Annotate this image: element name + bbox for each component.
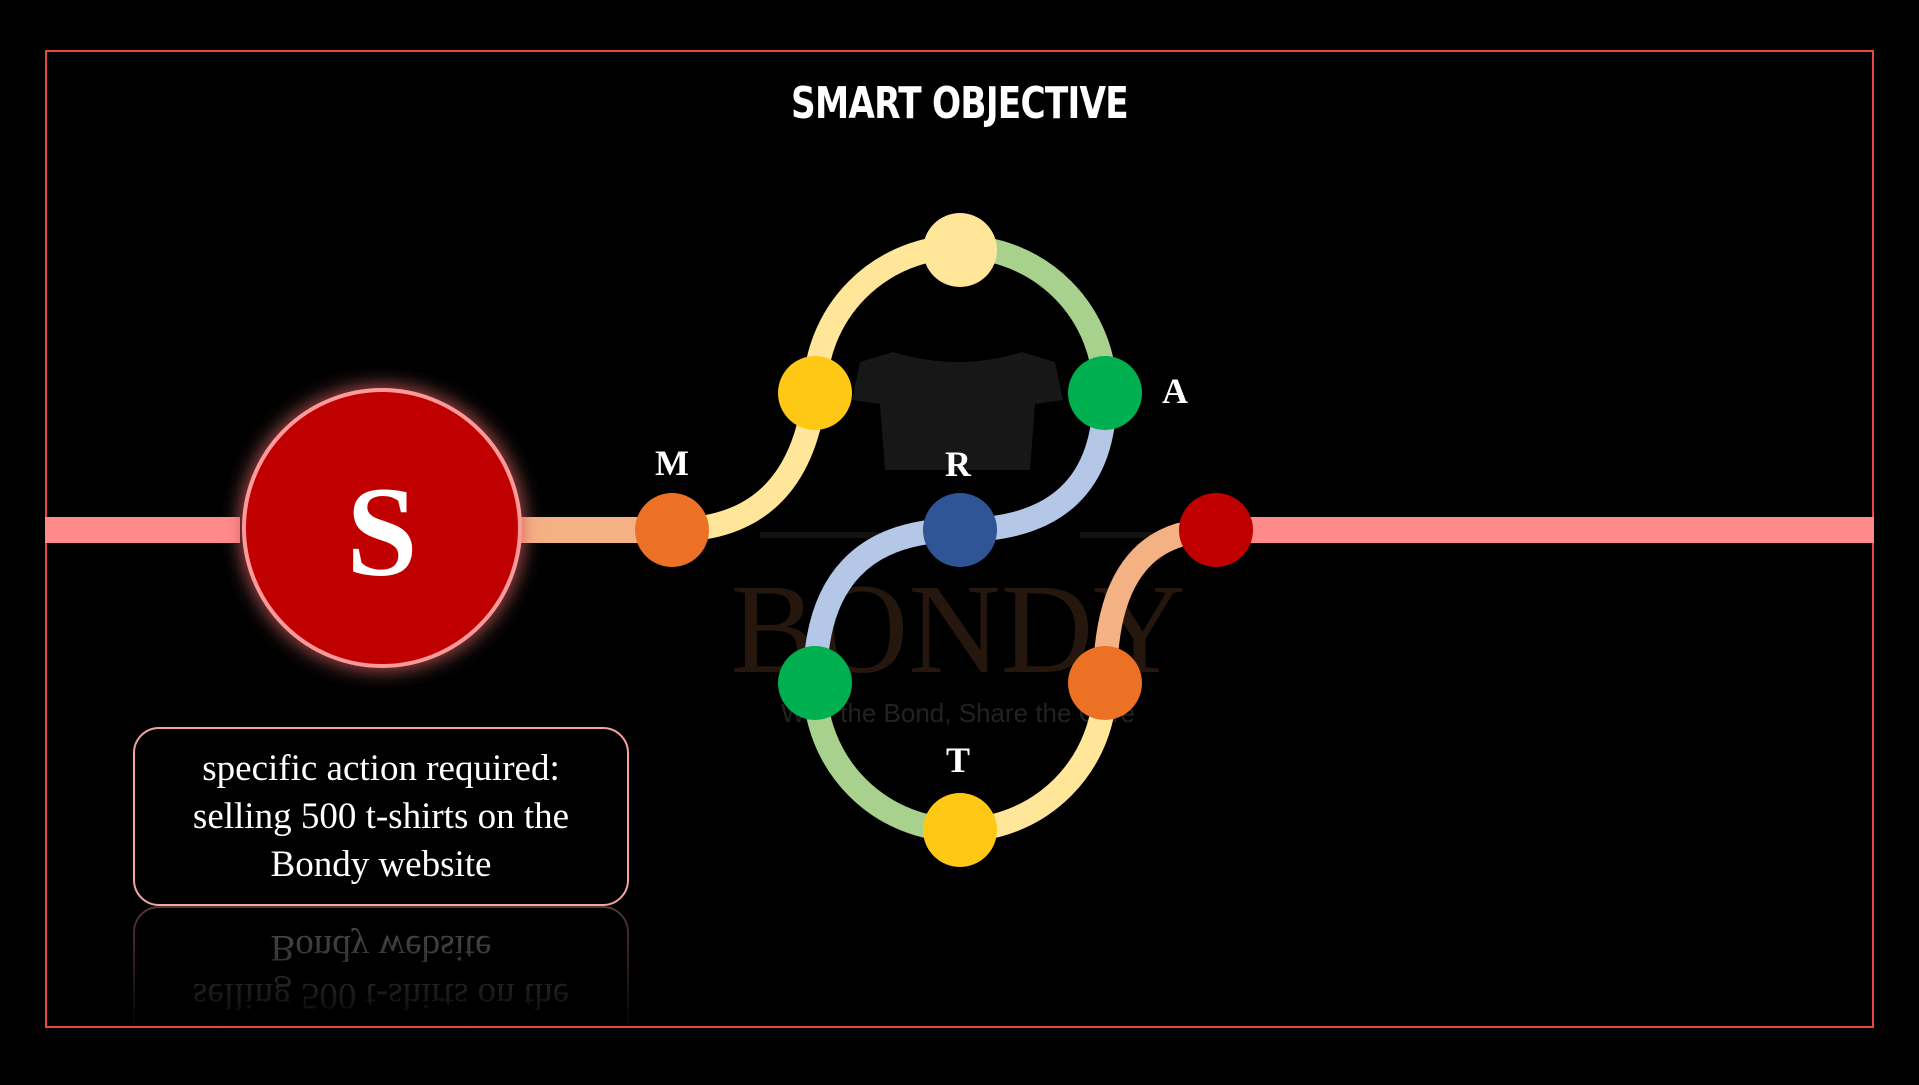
reflection-line-1: specific action required: <box>202 1023 560 1065</box>
node-m-upper <box>778 356 852 430</box>
node-m <box>635 493 709 567</box>
watermark-rule-left <box>760 532 880 538</box>
reflection-line-3: Bondy website <box>270 927 492 969</box>
label-a: A <box>1162 371 1188 411</box>
watermark-rule-right <box>1080 532 1200 538</box>
s-circle <box>242 388 522 668</box>
node-t <box>923 793 997 867</box>
node-r <box>923 493 997 567</box>
label-r: R <box>945 444 972 484</box>
line-right <box>1216 517 1874 543</box>
callout-line-2: selling 500 t-shirts on the <box>192 795 570 837</box>
node-r-lower <box>778 646 852 720</box>
page-title: SMART OBJECTIVE <box>791 78 1129 129</box>
node-top <box>923 213 997 287</box>
s-description-callout: specific action required: selling 500 t-… <box>133 727 629 906</box>
node-a <box>1068 356 1142 430</box>
callout-line-1: specific action required: <box>202 747 560 789</box>
tshirt-watermark-icon <box>852 352 1063 470</box>
reflection-line-2: selling 500 t-shirts on the <box>192 975 570 1017</box>
label-m: M <box>655 443 689 483</box>
callout-line-3: Bondy website <box>270 843 492 885</box>
callout-reflection: specific action required: selling 500 t-… <box>133 906 629 1085</box>
line-left <box>45 517 240 543</box>
label-t: T <box>946 740 970 780</box>
node-end <box>1179 493 1253 567</box>
s-letter: S <box>346 461 417 603</box>
node-t-upper <box>1068 646 1142 720</box>
